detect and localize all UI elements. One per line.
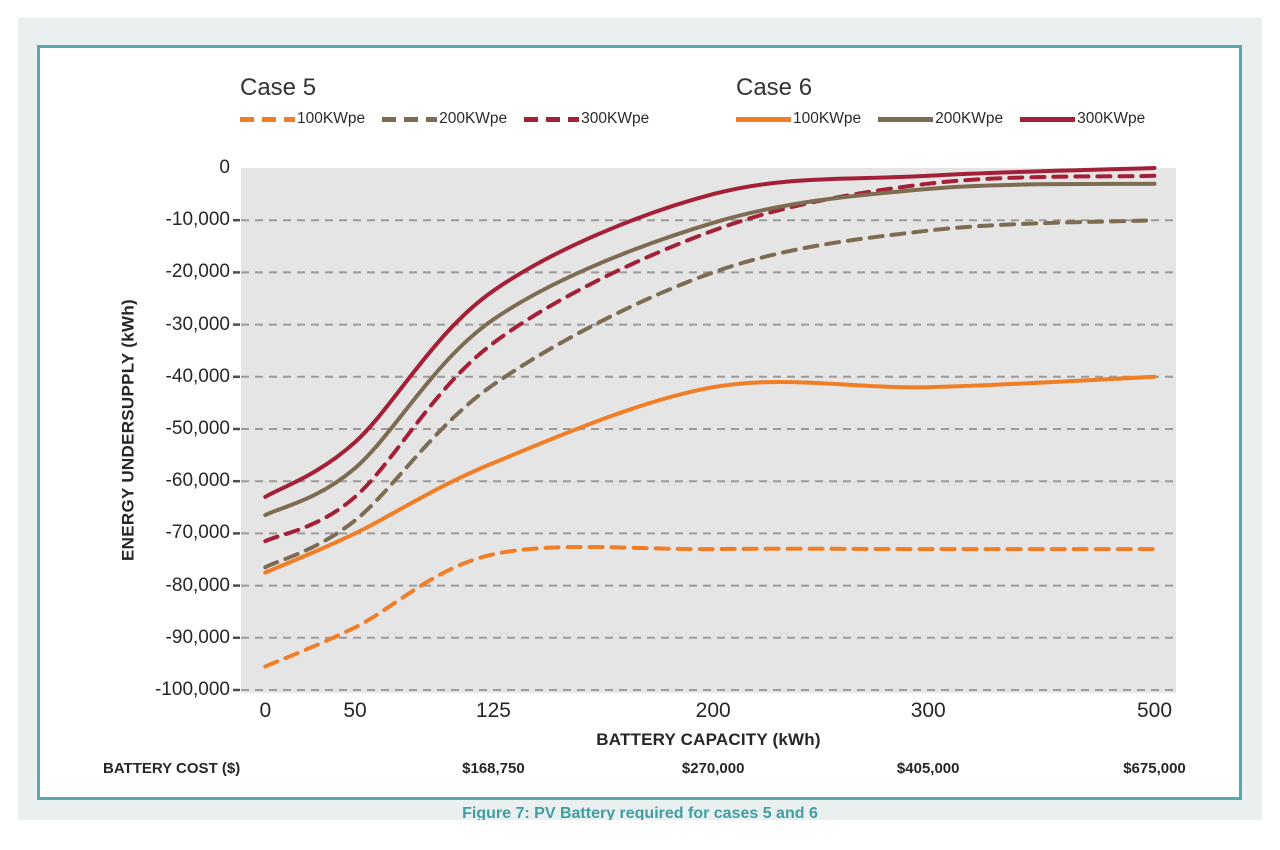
legend-label: 300KWpe — [581, 110, 650, 127]
battery-cost-label: BATTERY COST ($) — [103, 760, 241, 777]
y-tick-label: -30,000 — [165, 313, 230, 335]
x-tick-label: 0 — [259, 699, 272, 722]
y-tick-label: -90,000 — [165, 626, 230, 648]
series-line-case6-100kwpe — [263, 374, 1157, 575]
solid-brown-line-swatch-icon — [878, 116, 934, 122]
figure-caption: Figure 7: PV Battery required for cases … — [462, 805, 818, 820]
series-line-case6-300kwpe — [263, 166, 1157, 499]
legend-case6: 100KWpe 200KWpe 300KWpe — [736, 110, 1145, 128]
y-axis-tick-labels: 0 -10,000 -20,000 -30,000 -40,000 -50,00… — [40, 157, 230, 700]
plot-area — [233, 166, 1176, 693]
legend-case5: 100KWpe 200KWpe 300KWpe — [240, 110, 649, 128]
y-tick-label: -50,000 — [165, 418, 230, 439]
legend-item-case5-300kwpe: 300KWpe — [524, 110, 649, 128]
x-tick-label: 125 — [475, 699, 511, 722]
dashed-orange-line-swatch-icon — [240, 116, 295, 122]
chart-card: Case 5 Case 6 100KWpe 200KWpe 300KWpe 10… — [37, 45, 1242, 800]
legend-item-case6-300kwpe: 300KWpe — [1020, 110, 1145, 128]
legend-label: 100KWpe — [793, 110, 862, 127]
battery-cost-value: $675,000 — [1123, 760, 1186, 777]
legend-label: 200KWpe — [935, 110, 1004, 127]
dashed-red-line-swatch-icon — [524, 116, 580, 122]
case5-title: Case 5 — [240, 74, 317, 101]
legend-label: 200KWpe — [439, 110, 508, 127]
legend-label: 100KWpe — [297, 110, 366, 127]
legend-label: 300KWpe — [1077, 110, 1146, 127]
legend-item-case5-200kwpe: 200KWpe — [382, 110, 507, 128]
series-line-case5-300kwpe — [263, 173, 1157, 544]
series-line-case5-100kwpe — [263, 545, 1157, 669]
battery-cost-row: BATTERY COST ($) $168,750 $270,000 $405,… — [40, 760, 1245, 782]
legend-item-case5-100kwpe: 100KWpe — [240, 110, 365, 128]
legend-item-case6-100kwpe: 100KWpe — [736, 110, 861, 128]
y-tick-label: 0 — [219, 157, 230, 178]
series-line-case5-200kwpe — [263, 218, 1157, 570]
y-tick-label: -10,000 — [165, 209, 230, 231]
line-chart-canvas — [233, 166, 1176, 692]
case6-title: Case 6 — [736, 74, 813, 101]
dashed-brown-line-swatch-icon — [382, 116, 438, 122]
y-tick-label: -70,000 — [165, 522, 230, 544]
x-axis-title: BATTERY CAPACITY (kWh) — [596, 730, 821, 749]
solid-orange-line-swatch-icon — [736, 116, 791, 122]
y-tick-label: -20,000 — [165, 261, 230, 283]
y-tick-label: -40,000 — [165, 365, 230, 387]
solid-red-line-swatch-icon — [1020, 116, 1076, 122]
legend-item-case6-200kwpe: 200KWpe — [878, 110, 1003, 128]
y-tick-label: -80,000 — [165, 574, 230, 596]
battery-cost-value: $168,750 — [462, 760, 525, 777]
x-axis-tick-labels: 0 50 125 200 300 500 — [241, 699, 1176, 725]
battery-cost-value: $405,000 — [896, 760, 960, 777]
x-tick-label: 500 — [1136, 699, 1173, 722]
x-tick-label: 200 — [695, 699, 731, 722]
y-tick-label: -100,000 — [154, 679, 230, 700]
x-tick-label: 50 — [343, 699, 367, 722]
battery-cost-value: $270,000 — [681, 760, 745, 777]
x-tick-label: 300 — [910, 699, 946, 722]
y-tick-label: -60,000 — [165, 470, 230, 492]
figure-panel: Case 5 Case 6 100KWpe 200KWpe 300KWpe 10… — [18, 18, 1262, 820]
series-line-case6-200kwpe — [263, 181, 1157, 518]
